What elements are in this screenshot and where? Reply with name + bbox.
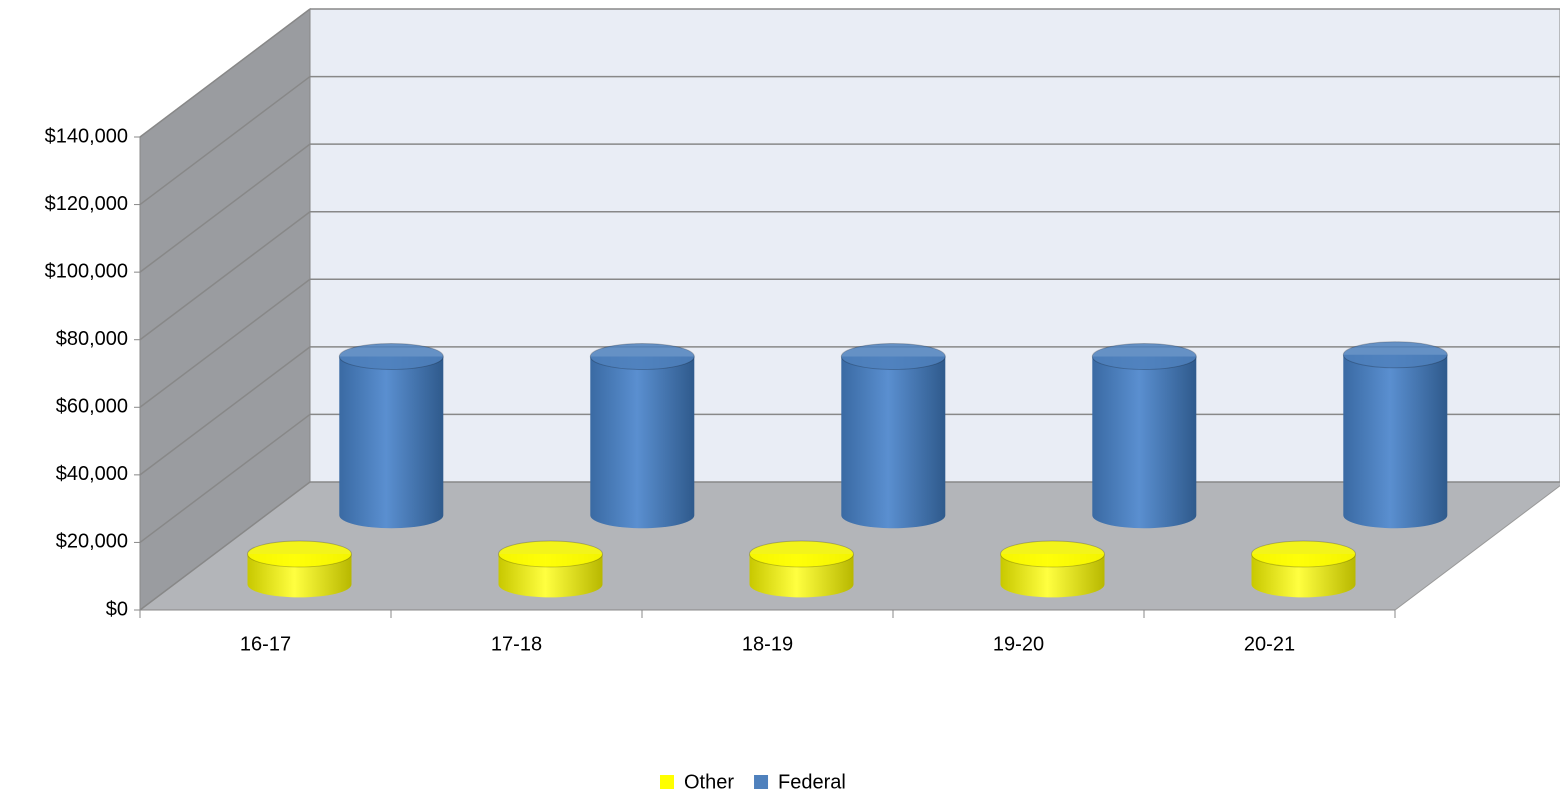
bar-body bbox=[1343, 354, 1448, 529]
grid-line bbox=[139, 481, 311, 611]
bar bbox=[247, 540, 352, 598]
bar-top bbox=[1091, 342, 1197, 370]
bar-top bbox=[1342, 341, 1448, 369]
bar-top bbox=[1251, 540, 1356, 568]
grid-line bbox=[139, 211, 311, 341]
x-tick-label: 19-20 bbox=[993, 633, 1044, 655]
x-tick-label: 20-21 bbox=[1244, 633, 1295, 655]
legend-label: Other bbox=[684, 771, 734, 793]
bar-top bbox=[589, 342, 695, 370]
y-tick-label: $20,000 bbox=[56, 531, 128, 553]
y-tick-label: $140,000 bbox=[45, 125, 128, 147]
grid-line bbox=[139, 278, 311, 408]
bar-body bbox=[841, 356, 946, 529]
grid-line bbox=[139, 143, 311, 273]
grid-line bbox=[139, 346, 311, 476]
bar-top bbox=[840, 342, 946, 370]
legend-label: Federal bbox=[778, 771, 846, 793]
bar-body bbox=[1092, 356, 1197, 529]
bar bbox=[1251, 540, 1356, 598]
y-tick-label: $100,000 bbox=[45, 260, 128, 282]
bar bbox=[840, 342, 946, 529]
y-tick-label: $120,000 bbox=[45, 193, 128, 215]
bar bbox=[749, 540, 854, 598]
bar-top bbox=[1000, 540, 1105, 568]
y-tick-label: $0 bbox=[106, 598, 128, 620]
legend-swatch bbox=[754, 775, 769, 789]
bar bbox=[1091, 342, 1197, 529]
x-tick-label: 17-18 bbox=[491, 633, 542, 655]
y-tick-label: $80,000 bbox=[56, 328, 128, 350]
bar bbox=[498, 540, 603, 598]
y-tick-label: $40,000 bbox=[56, 463, 128, 485]
grid-line bbox=[139, 75, 311, 206]
bar-top bbox=[247, 540, 352, 568]
x-tick-label: 18-19 bbox=[742, 633, 793, 655]
grid-line bbox=[139, 413, 311, 544]
bar bbox=[589, 342, 695, 529]
legend-swatch bbox=[660, 775, 674, 789]
bar-body bbox=[590, 356, 695, 529]
bar-top bbox=[749, 540, 854, 568]
bar bbox=[338, 342, 444, 529]
bar bbox=[1000, 540, 1105, 598]
x-tick-label: 16-17 bbox=[240, 633, 291, 655]
bar-top bbox=[338, 342, 444, 370]
bar-top bbox=[498, 540, 603, 568]
bar bbox=[1342, 341, 1448, 529]
grid-line bbox=[139, 8, 311, 138]
y-tick-label: $60,000 bbox=[56, 396, 128, 418]
bar-body bbox=[339, 356, 444, 529]
